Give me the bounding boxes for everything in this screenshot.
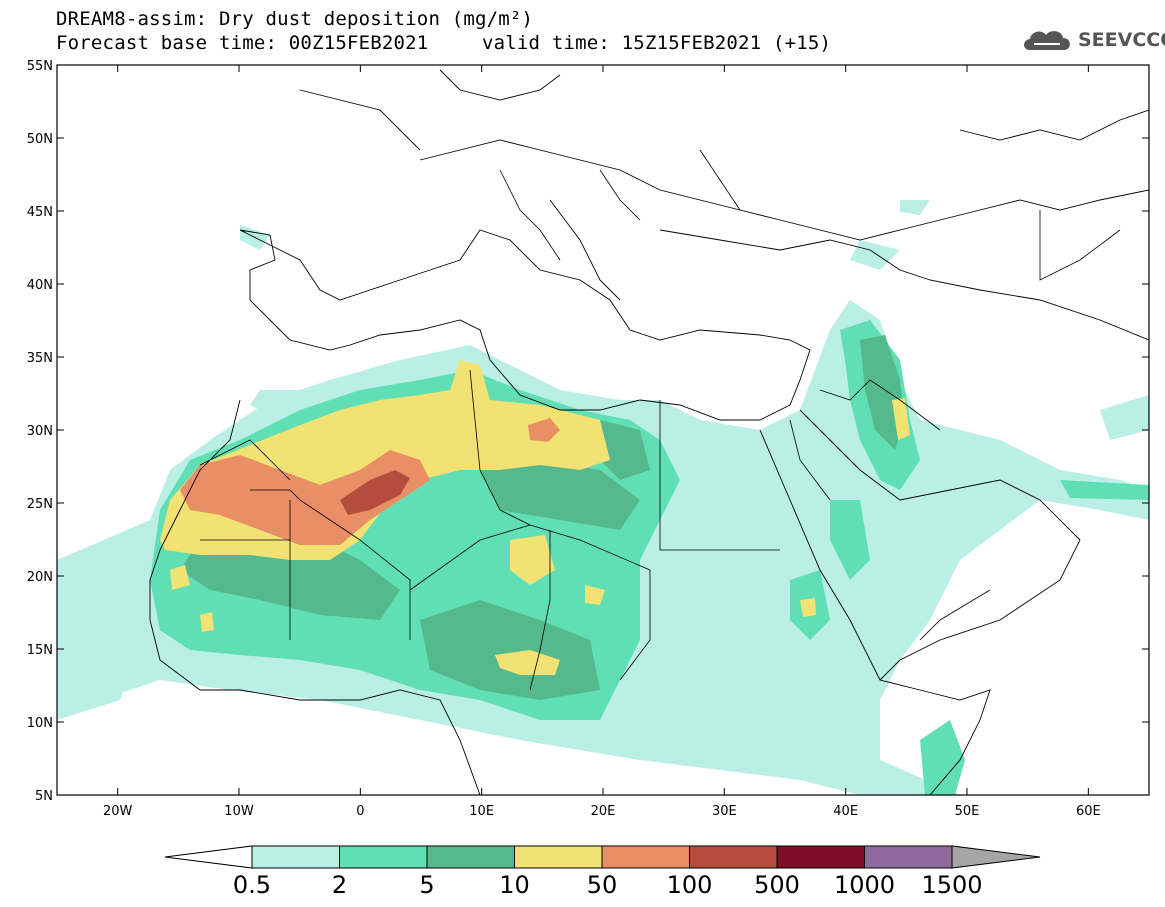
map-title: DREAM8-assim: Dry dust deposition (mg/m²… (56, 8, 534, 30)
valid-time: valid time: 15Z15FEB2021 (+15) (482, 32, 832, 54)
lat-tick-label: 5N (35, 789, 53, 804)
lon-tick-label: 20E (591, 804, 616, 819)
lat-tick-label: 45N (27, 205, 53, 220)
level-50 (180, 418, 560, 545)
logo-text: SEEVCCC (1078, 29, 1165, 51)
lat-tick-label: 10N (27, 716, 53, 731)
colorbar-label: 1500 (921, 871, 982, 899)
colorbar-right-arrow (951, 845, 1041, 869)
colorbar-label: 500 (754, 871, 800, 899)
lat-tick-label: 30N (27, 424, 53, 439)
lon-tick-label: 60E (1076, 804, 1101, 819)
colorbar-segment (601, 845, 690, 869)
colorbar-segment (864, 845, 953, 869)
axis-ticks: 55N 50N 45N 40N 35N 30N 25N 20N 15N 10N 5N 20W 10W 0 1… (27, 59, 1149, 819)
coastlines (149, 69, 1149, 795)
forecast-base-time: Forecast base time: 00Z15FEB2021 (56, 32, 429, 54)
lon-tick-label: 10W (224, 804, 254, 819)
colorbar-label: 50 (587, 871, 618, 899)
lat-tick-label: 50N (27, 132, 53, 147)
colorbar-label: 0.5 (233, 871, 271, 899)
lat-tick-label: 40N (27, 278, 53, 293)
cloud-icon (1024, 31, 1070, 50)
colorbar-label: 1000 (834, 871, 895, 899)
colorbar-label: 10 (499, 871, 530, 899)
level-100 (340, 470, 410, 515)
colorbar-segment (251, 845, 340, 869)
colorbar-segment (776, 845, 865, 869)
country-borders (199, 149, 1121, 691)
lat-tick-label: 15N (27, 643, 53, 658)
colorbar-segment (339, 845, 428, 869)
lon-tick-label: 0 (356, 804, 364, 819)
lon-tick-label: 30E (712, 804, 737, 819)
lat-tick-label: 55N (27, 59, 53, 74)
colorbar-segment (514, 845, 603, 869)
lon-tick-label: 40E (833, 804, 858, 819)
lon-tick-label: 10E (469, 804, 494, 819)
colorbar-label: 100 (667, 871, 713, 899)
lat-tick-label: 25N (27, 497, 53, 512)
colorbar-left-arrow (164, 845, 253, 869)
colorbar-label: 5 (419, 871, 434, 899)
colorbar-segment (689, 845, 778, 869)
colorbar: 0.5 2 5 10 50 100 500 1000 1500 (164, 845, 1041, 899)
colorbar-label: 2 (332, 871, 347, 899)
seevccc-logo: SEEVCCC (1020, 26, 1165, 54)
colorbar-segment (426, 845, 515, 869)
lon-tick-label: 50E (955, 804, 980, 819)
lon-tick-label: 20W (103, 804, 133, 819)
lat-tick-label: 20N (27, 570, 53, 585)
lat-tick-label: 35N (27, 351, 53, 366)
